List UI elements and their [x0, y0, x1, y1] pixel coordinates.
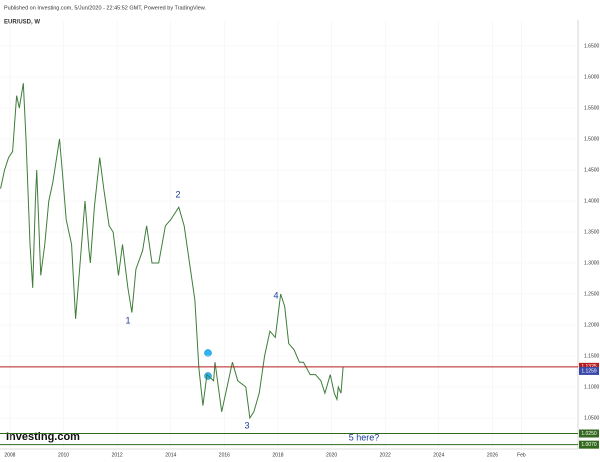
level-label: 1.1259: [581, 368, 597, 374]
y-tick-label: 1.6500: [584, 43, 600, 49]
y-tick-label: 1.4000: [584, 198, 600, 204]
x-tick-label: 2018: [272, 452, 283, 458]
x-tick-label: Feb: [517, 452, 526, 458]
x-tick-label: 2012: [112, 452, 123, 458]
x-tick-label: 2026: [487, 452, 498, 458]
y-tick-label: 1.2000: [584, 322, 600, 328]
y-tick-label: 1.1500: [584, 353, 600, 359]
wave-label: 1: [125, 315, 130, 325]
wave-label: 3: [244, 420, 249, 430]
chart-title: EUR/USD, W: [4, 20, 40, 26]
y-tick-label: 1.6000: [584, 74, 600, 80]
wave-label: 2: [175, 189, 180, 199]
y-tick-label: 1.3500: [584, 229, 600, 235]
x-tick-label: 2024: [433, 452, 444, 458]
y-tick-label: 1.3000: [584, 260, 600, 266]
logo: Investing.com: [6, 431, 80, 443]
level-label: 1.0070: [581, 442, 597, 448]
price-line: [0, 83, 344, 420]
wave-label: 5 here?: [349, 432, 380, 442]
event-icon[interactable]: [204, 349, 212, 357]
x-tick-label: 2022: [380, 452, 391, 458]
x-tick-label: 2016: [219, 452, 230, 458]
level-label: 1.0250: [581, 431, 597, 437]
y-tick-label: 1.5500: [584, 105, 600, 111]
wave-label: 4: [273, 290, 278, 300]
y-tick-label: 1.5000: [584, 136, 600, 142]
y-tick-label: 1.1000: [584, 384, 600, 390]
level-badge: [579, 362, 599, 371]
x-tick-label: 2020: [326, 452, 337, 458]
y-tick-label: 1.0500: [584, 415, 600, 421]
published-note: Published on Investing.com, 5/Jun/2020 -…: [4, 5, 206, 11]
y-tick-label: 1.2500: [584, 291, 600, 297]
level-badge: [579, 440, 599, 449]
x-tick-label: 2010: [58, 452, 69, 458]
x-tick-label: 2014: [165, 452, 176, 458]
x-tick-label: 2008: [4, 452, 15, 458]
level-badge: [579, 366, 599, 375]
level-badge: [579, 429, 599, 438]
y-tick-label: 1.4500: [584, 167, 600, 173]
